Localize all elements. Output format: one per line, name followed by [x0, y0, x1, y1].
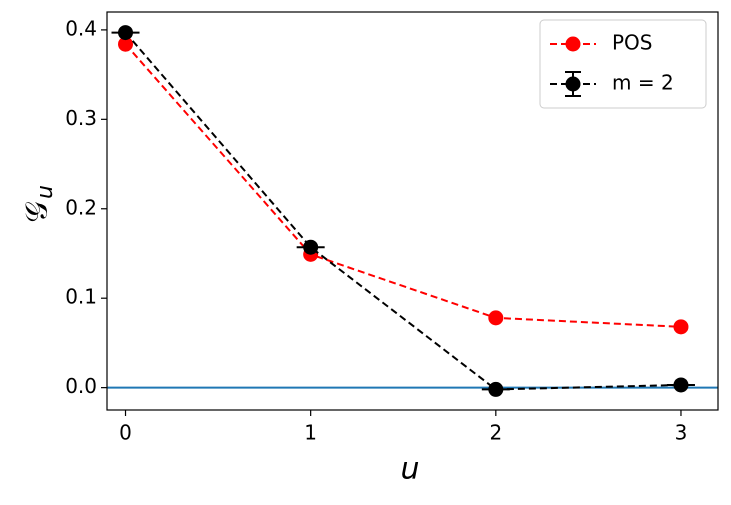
- series-line: [124, 43, 682, 328]
- plot-frame: [106, 11, 719, 411]
- legend-label: POS: [612, 31, 653, 55]
- marker: [673, 319, 689, 335]
- y-axis-label-group: 𝒢 u: [20, 185, 59, 223]
- x-tick-label: 0: [119, 421, 132, 445]
- marker: [118, 36, 134, 52]
- marker: [673, 377, 689, 393]
- series-line: [124, 31, 681, 391]
- y-tick-label: 0.0: [65, 374, 97, 398]
- marker: [488, 381, 504, 397]
- legend-box: [539, 19, 707, 109]
- marker: [488, 310, 504, 326]
- marker: [303, 239, 319, 255]
- legend-label: m = 2: [612, 71, 674, 95]
- x-tick-label: 1: [304, 421, 317, 445]
- y-axis-label: 𝒢: [20, 201, 55, 222]
- y-tick-label: 0.1: [65, 285, 97, 309]
- x-tick-label: 2: [489, 421, 502, 445]
- y-tick-label: 0.4: [65, 16, 97, 40]
- legend-marker: [565, 76, 581, 92]
- y-tick-label: 0.2: [65, 195, 97, 219]
- marker: [118, 25, 134, 41]
- x-tick-label: 3: [675, 421, 688, 445]
- y-axis-label-sub: u: [33, 185, 58, 199]
- legend-marker: [565, 36, 581, 52]
- x-axis-label: u: [400, 452, 419, 487]
- y-tick-label: 0.3: [65, 106, 97, 130]
